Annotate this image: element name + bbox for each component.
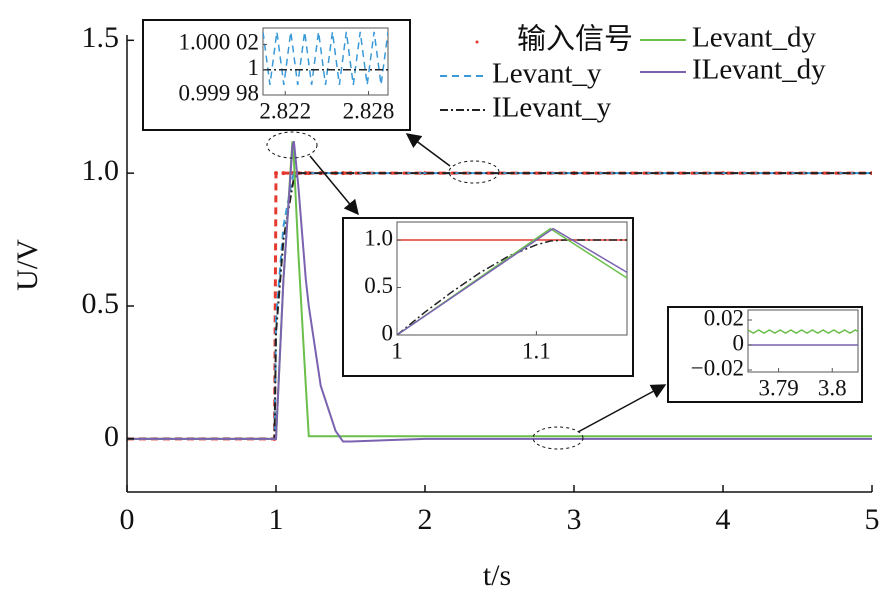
- series-line: [127, 171, 872, 441]
- inset-axes: [396, 221, 628, 336]
- x-tick-label: 3.79: [758, 375, 798, 400]
- series-line: [127, 172, 872, 440]
- y-tick-label: 1.0: [364, 225, 393, 250]
- plot-clip: [263, 31, 388, 85]
- x-tick-label: 3: [567, 503, 582, 536]
- x-tick-label: 1.1: [522, 338, 551, 363]
- y-tick-label: 0: [382, 320, 394, 345]
- plot-clip: [127, 141, 872, 443]
- legend-label: ILevant_y: [492, 92, 612, 124]
- plot-clip: [748, 329, 858, 346]
- x-tick-label: 5: [865, 503, 880, 536]
- x-tick-label: 2.828: [343, 98, 395, 123]
- inset-line: [748, 329, 858, 334]
- y-tick-label: 0.02: [704, 305, 744, 330]
- plot-area: 0 1 2 3 4 500.51.01.5: [82, 21, 880, 536]
- x-tick-label: 3.8: [818, 375, 847, 400]
- inset: 1 1.1 0 0.5 1.0: [364, 221, 628, 363]
- inset: 3.79 3.8 0.020−0.02: [691, 305, 859, 400]
- x-axis-label: t/s: [483, 559, 511, 592]
- x-tick-label: 1: [269, 503, 284, 536]
- callout-ellipse: [532, 426, 584, 450]
- callout-ellipse: [448, 160, 500, 184]
- y-tick-label: 0.5: [82, 287, 120, 320]
- legend-marker: [475, 40, 479, 44]
- series-line: [127, 141, 872, 443]
- y-tick-label: 1: [248, 55, 260, 80]
- inset-axes: [747, 309, 859, 373]
- plot-clip: [397, 227, 627, 335]
- y-tick-label: 0: [733, 330, 745, 355]
- series-line: [127, 172, 872, 440]
- callout-arrow: [577, 384, 667, 433]
- legend-label: 输入信号: [517, 23, 633, 56]
- x-tick-label: 2: [418, 503, 433, 536]
- y-axis-label: U/V: [11, 239, 44, 291]
- callout-arrow: [405, 133, 451, 167]
- inset-line: [263, 31, 388, 85]
- y-tick-label: 0.5: [364, 273, 393, 298]
- callout-arrow: [309, 155, 359, 216]
- x-tick-label: 0: [120, 503, 135, 536]
- x-tick-label: 2.822: [259, 98, 311, 123]
- y-tick-label: 1.0: [82, 154, 120, 187]
- y-tick-label: −0.02: [691, 355, 744, 380]
- inset-line: [397, 227, 627, 335]
- y-tick-label: 1.5: [82, 21, 120, 54]
- legend-label: ILevant_dy: [692, 54, 826, 86]
- legend-label: Levant_y: [492, 58, 602, 90]
- y-tick-label: 1.000 02: [179, 30, 260, 55]
- legend-label: Levant_dy: [692, 22, 817, 54]
- y-tick-label: 0: [104, 420, 119, 453]
- x-tick-label: 4: [716, 503, 731, 536]
- callout-ellipse: [266, 131, 318, 159]
- x-tick-label: 1: [391, 338, 403, 363]
- y-tick-label: 0.999 98: [179, 80, 260, 105]
